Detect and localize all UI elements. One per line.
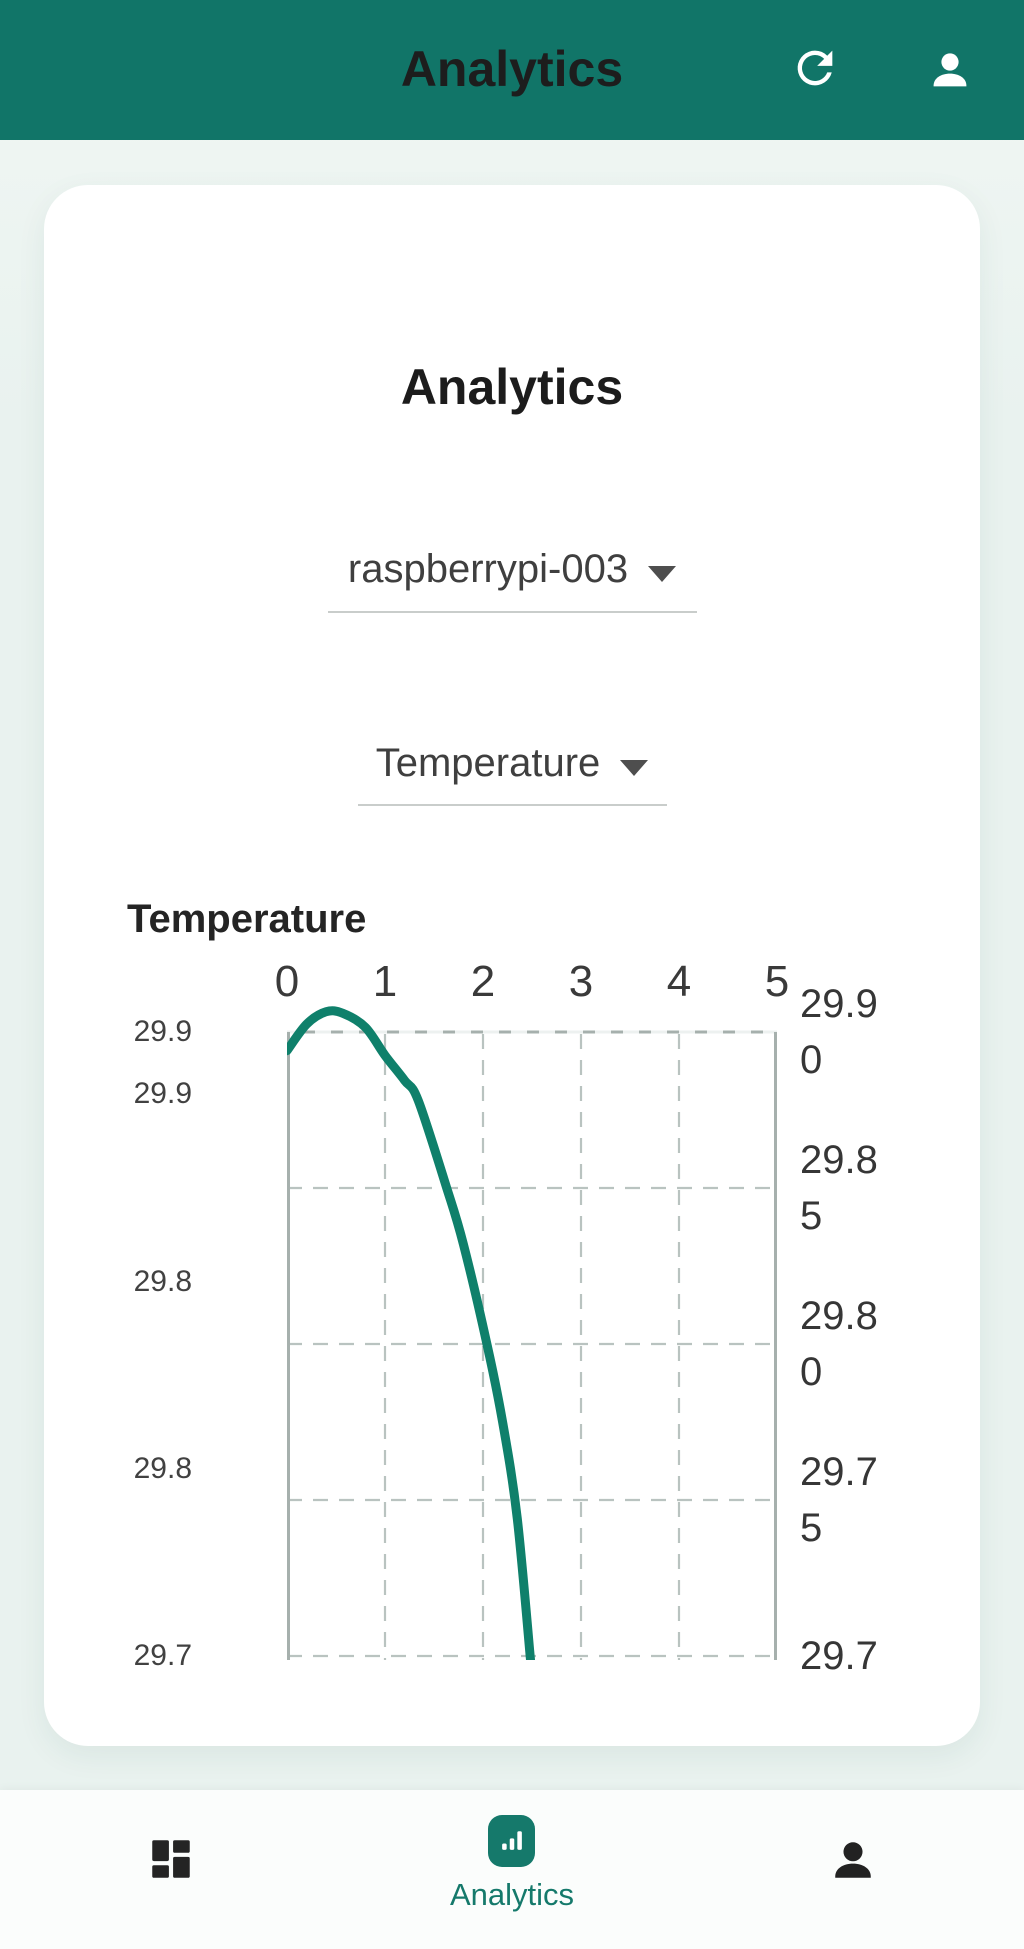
device-select-value: raspberrypi-003 [347, 546, 629, 591]
y-axis-right-label: 29.8 5 [800, 1138, 878, 1238]
y-axis-left-label: 29.8 [133, 1264, 192, 1298]
nav-item-analytics[interactable]: Analytics [341, 1790, 682, 1949]
bottom-navigation: Analytics [0, 1790, 1024, 1949]
account-button[interactable] [922, 42, 978, 98]
y-axis-right-label: 29.9 0 [800, 982, 878, 1082]
y-axis-right-label: 29.7 [800, 1634, 878, 1678]
chevron-down-icon [620, 760, 649, 776]
plot-area [287, 1006, 777, 1660]
chevron-down-icon [648, 566, 677, 582]
x-axis-tick: 1 [372, 957, 398, 1006]
y-axis-left-label: 29.7 [133, 1639, 192, 1672]
dashboard-icon [146, 1834, 196, 1887]
metric-select-underline [358, 804, 667, 806]
nav-item-dashboard[interactable] [0, 1790, 341, 1949]
y-axis-left-label: 29.8 [133, 1451, 192, 1485]
metric-select[interactable]: Temperature [44, 734, 980, 792]
device-select-underline [328, 611, 697, 613]
person-icon [827, 1834, 879, 1889]
x-axis-tick: 3 [568, 957, 594, 1006]
page-title: Analytics [400, 359, 624, 415]
app-bar-title: Analytics [400, 41, 624, 97]
nav-item-profile[interactable] [683, 1790, 1024, 1949]
x-axis-tick: 4 [666, 957, 692, 1006]
y-axis-left-label: 29.9 [133, 1077, 192, 1111]
y-axis-right-label: 29.7 5 [800, 1450, 878, 1550]
device-select[interactable]: raspberrypi-003 [44, 540, 980, 598]
analytics-icon [496, 1824, 528, 1859]
metric-select-value: Temperature [375, 740, 601, 785]
x-axis-tick: 0 [274, 957, 300, 1006]
analytics-card: Analytics raspberrypi-003 Temperature Te… [44, 185, 980, 1746]
y-axis-left-label: 29.9 [133, 1015, 192, 1048]
temperature-chart: Temperature 0 1 2 3 4 5 29.9 29.9 29.8 29.8 29.7 29… [100, 895, 980, 1695]
app-bar: Analytics [0, 0, 1024, 140]
chart-title: Temperature [127, 897, 367, 941]
nav-analytics-label: Analytics [449, 1877, 575, 1912]
x-axis-tick: 2 [470, 957, 496, 1006]
y-axis-right-label: 29.8 0 [800, 1294, 878, 1394]
person-icon [926, 46, 974, 94]
nav-analytics-indicator [488, 1815, 536, 1867]
refresh-button[interactable] [787, 40, 843, 96]
refresh-icon [789, 42, 841, 94]
x-axis-tick: 5 [764, 957, 790, 1006]
temperature-line [287, 1006, 536, 1660]
